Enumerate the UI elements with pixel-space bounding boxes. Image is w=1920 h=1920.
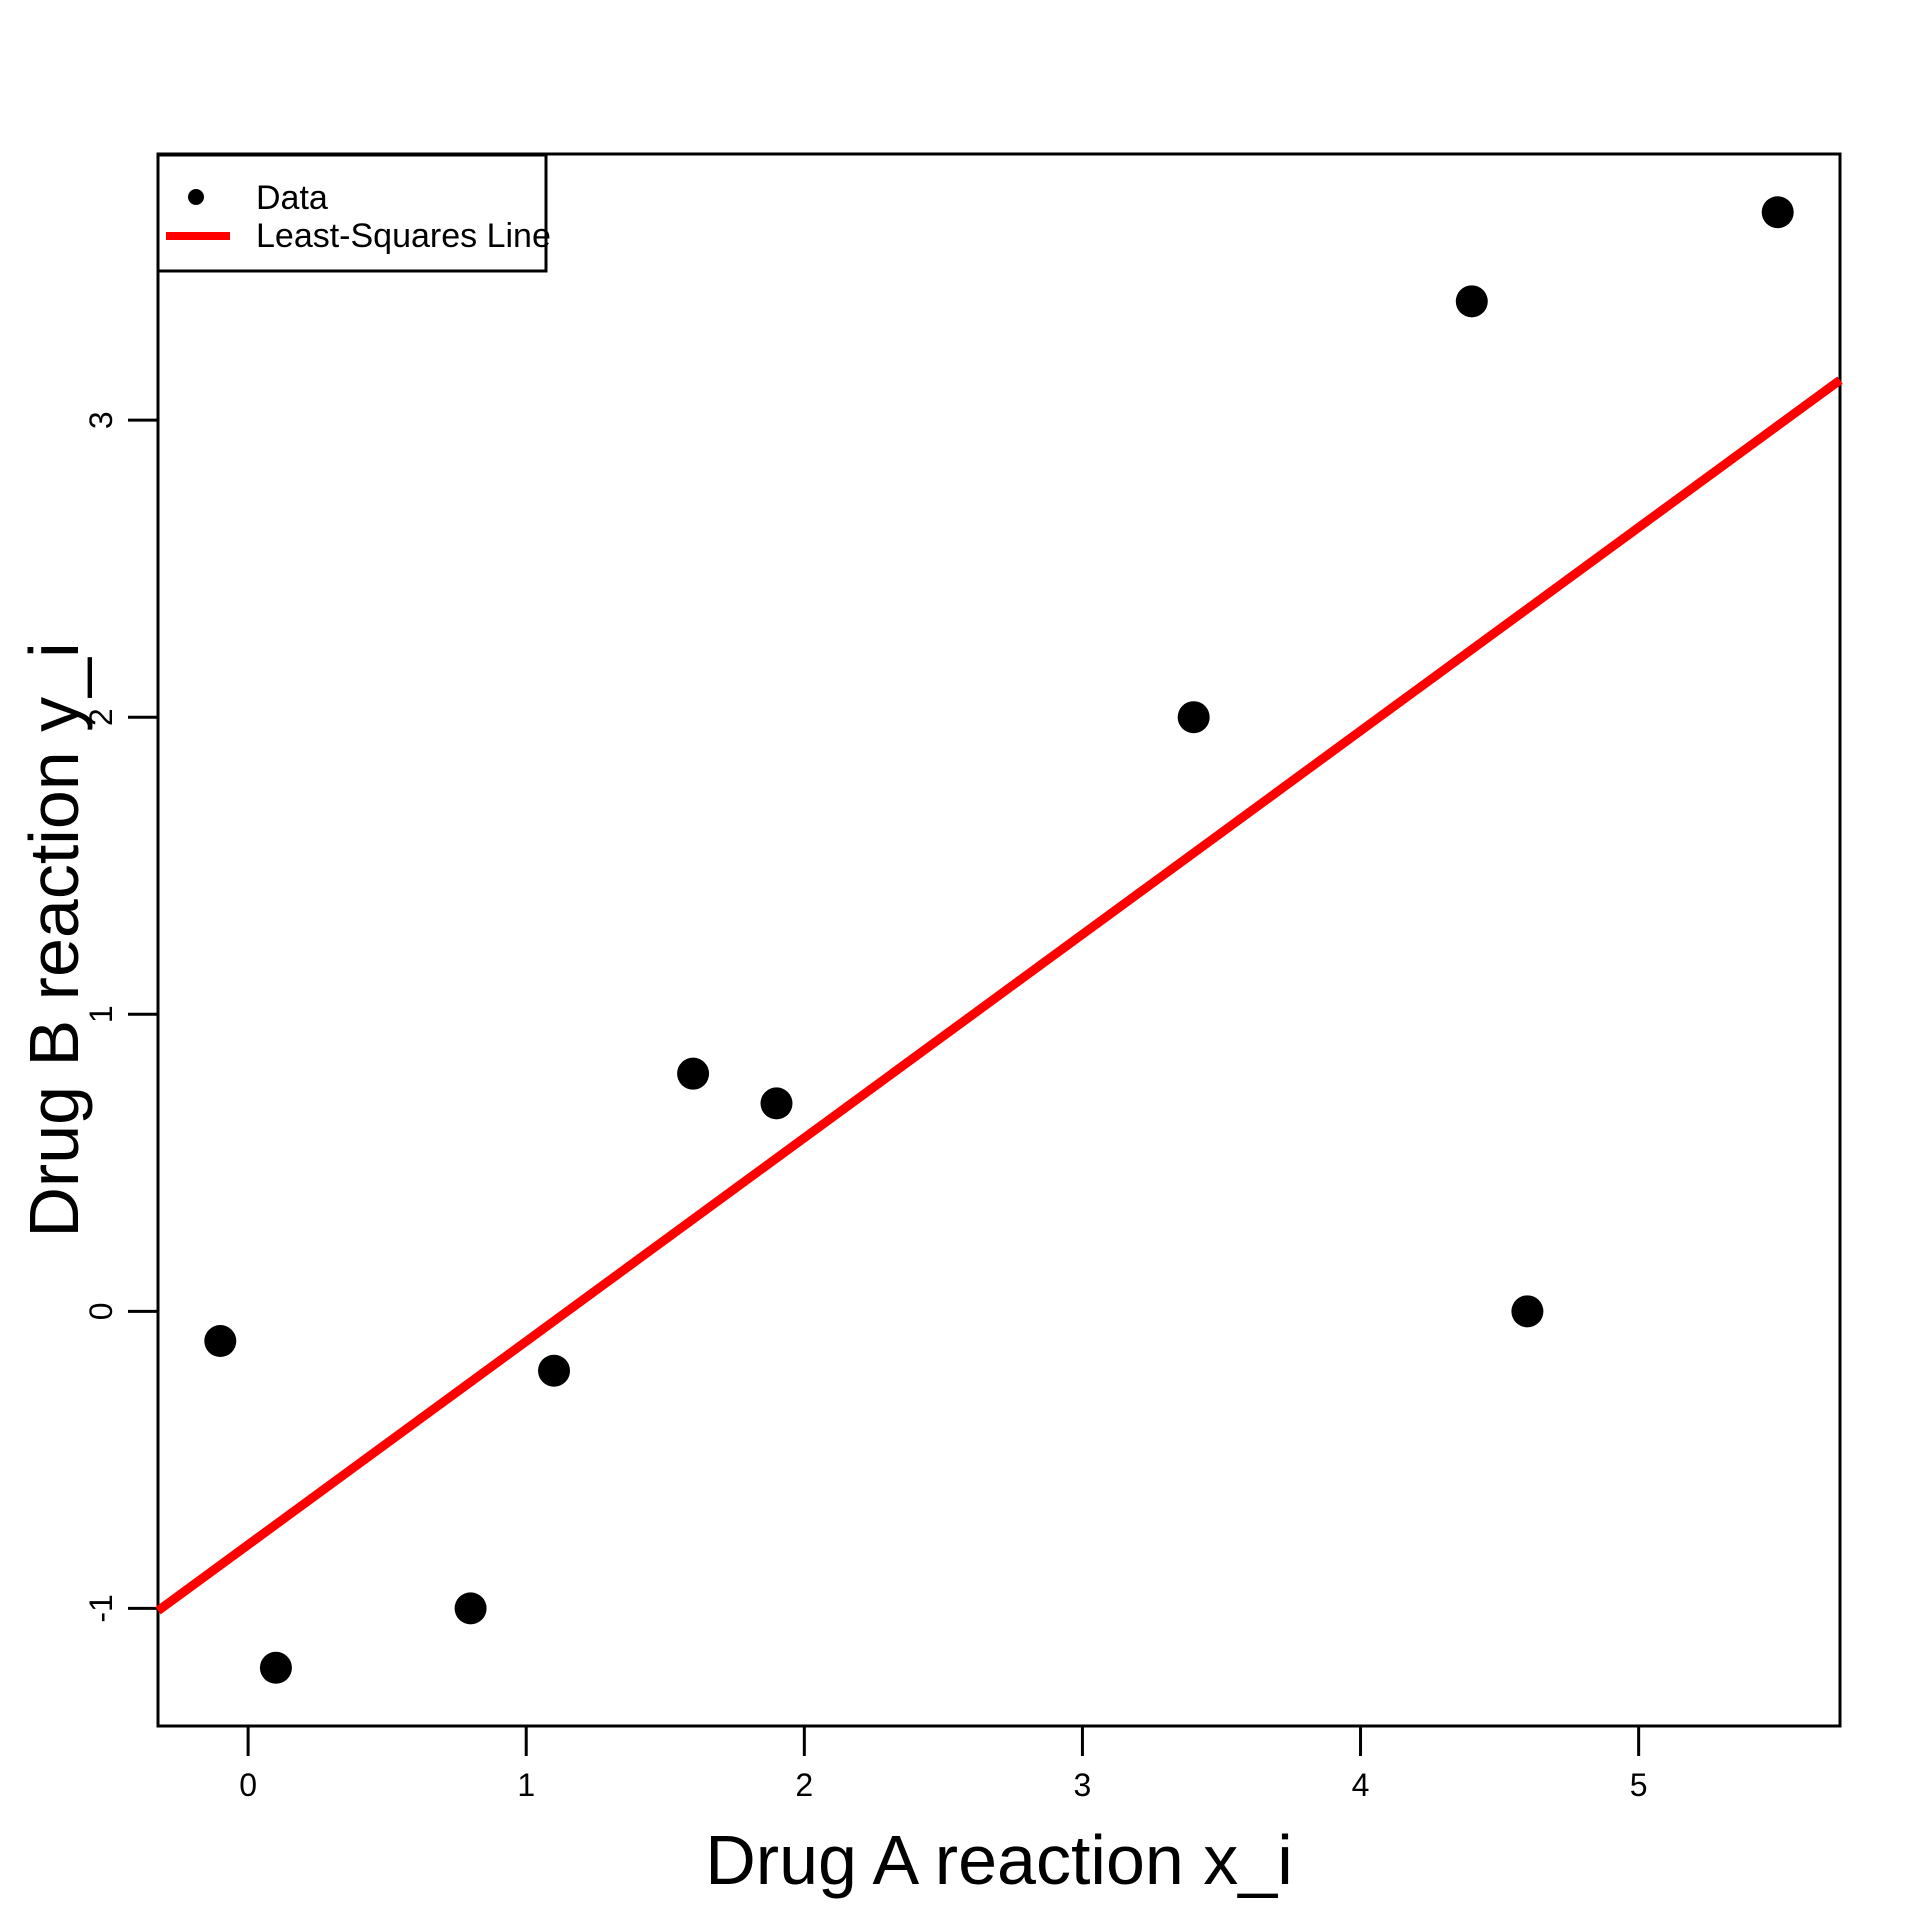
regression-line — [155, 376, 1843, 1615]
data-point — [538, 1354, 571, 1387]
data-point — [1177, 701, 1210, 734]
legend-point-marker — [188, 189, 204, 205]
y-axis-ticks: -1 0 1 2 3 — [83, 411, 158, 1623]
x-tick-label: 4 — [1352, 1767, 1370, 1803]
y-tick-label: 1 — [83, 1005, 119, 1023]
legend-box — [156, 153, 548, 273]
data-point — [454, 1592, 487, 1625]
y-tick-label: -1 — [83, 1594, 119, 1622]
x-tick-label: 0 — [239, 1767, 257, 1803]
data-point — [1761, 196, 1794, 229]
x-axis-title: Drug A reaction x_i — [705, 1821, 1293, 1899]
data-point — [259, 1651, 292, 1684]
data-point — [1455, 285, 1488, 318]
legend: Data Least-Squares Line — [156, 153, 551, 273]
regression-line-group — [155, 376, 1843, 1615]
x-tick-label: 2 — [795, 1767, 813, 1803]
data-points — [204, 196, 1794, 1684]
x-tick-label: 3 — [1074, 1767, 1092, 1803]
data-point — [204, 1325, 237, 1358]
plot-border — [156, 152, 1842, 1728]
x-axis-ticks: 0 1 2 3 4 5 — [239, 1726, 1648, 1803]
y-axis-title: Drug B reaction y_i — [15, 642, 93, 1237]
data-point — [760, 1087, 793, 1120]
y-tick-label: 0 — [83, 1302, 119, 1320]
y-tick-label: 2 — [83, 708, 119, 726]
data-point — [1511, 1295, 1544, 1328]
legend-label-line: Least-Squares Line — [256, 217, 551, 255]
y-tick-label: 3 — [83, 411, 119, 429]
x-tick-label: 1 — [517, 1767, 535, 1803]
x-tick-label: 5 — [1630, 1767, 1648, 1803]
legend-label-data: Data — [256, 179, 328, 217]
data-point — [677, 1057, 710, 1090]
